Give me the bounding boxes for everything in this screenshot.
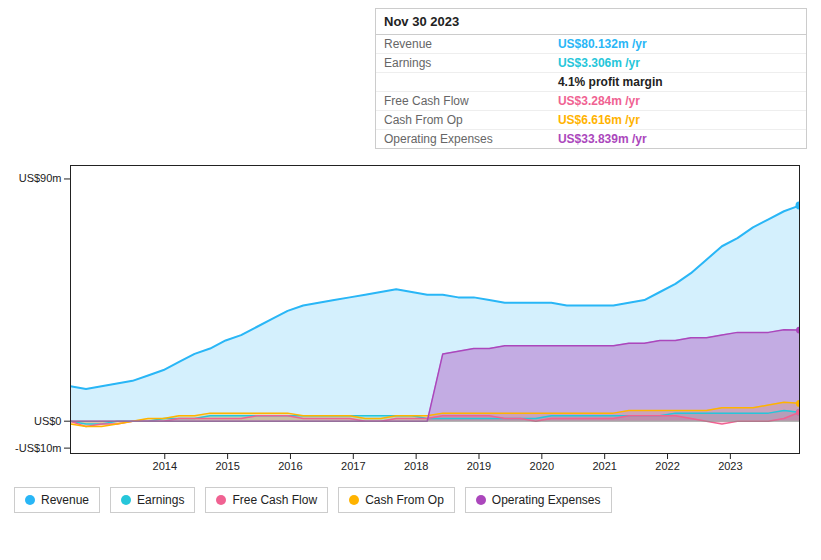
svg-text:2023: 2023 — [718, 460, 742, 472]
html-text:US$80.132m /yr: US$80.132m /yr — [557, 37, 647, 51]
html-text:4.1% profit margin: 4.1% profit margin — [557, 75, 663, 89]
svg-text:2015: 2015 — [215, 460, 239, 472]
html-text:US$33.839m /yr: US$33.839m /yr — [557, 132, 647, 146]
html-text:Cash From Op: Cash From Op — [384, 113, 463, 127]
svg-text:2017: 2017 — [341, 460, 365, 472]
html-text:Cash From Op: Cash From Op — [365, 493, 444, 507]
html-text:US$3.306m /yr: US$3.306m /yr — [557, 56, 640, 70]
html-text:Free Cash Flow: Free Cash Flow — [384, 94, 469, 108]
html-text:Operating Expenses: Operating Expenses — [384, 132, 493, 146]
svg-text:2022: 2022 — [655, 460, 679, 472]
svg-text:2016: 2016 — [278, 460, 302, 472]
svg-text:-US$10m: -US$10m — [15, 442, 61, 454]
svg-text:2014: 2014 — [153, 460, 177, 472]
html-text:US$6.616m /yr: US$6.616m /yr — [557, 113, 640, 127]
html-text:Operating Expenses: Operating Expenses — [491, 493, 601, 507]
html-text:Earnings: Earnings — [137, 493, 185, 507]
svg-text:2018: 2018 — [404, 460, 428, 472]
svg-text:2019: 2019 — [467, 460, 491, 472]
html-text:Revenue: Revenue — [384, 37, 432, 51]
html-text:Free Cash Flow: Free Cash Flow — [232, 493, 318, 507]
html-text:Earnings: Earnings — [384, 56, 432, 70]
svg-text:2021: 2021 — [592, 460, 616, 472]
html-text:Nov 30 2023: Nov 30 2023 — [384, 14, 460, 29]
svg-text:US$90m: US$90m — [19, 172, 62, 184]
html-text:US$3.284m /yr: US$3.284m /yr — [557, 94, 640, 108]
html-text:Revenue: Revenue — [41, 493, 89, 507]
svg-text:US$0: US$0 — [34, 415, 62, 427]
svg-text:2020: 2020 — [530, 460, 554, 472]
